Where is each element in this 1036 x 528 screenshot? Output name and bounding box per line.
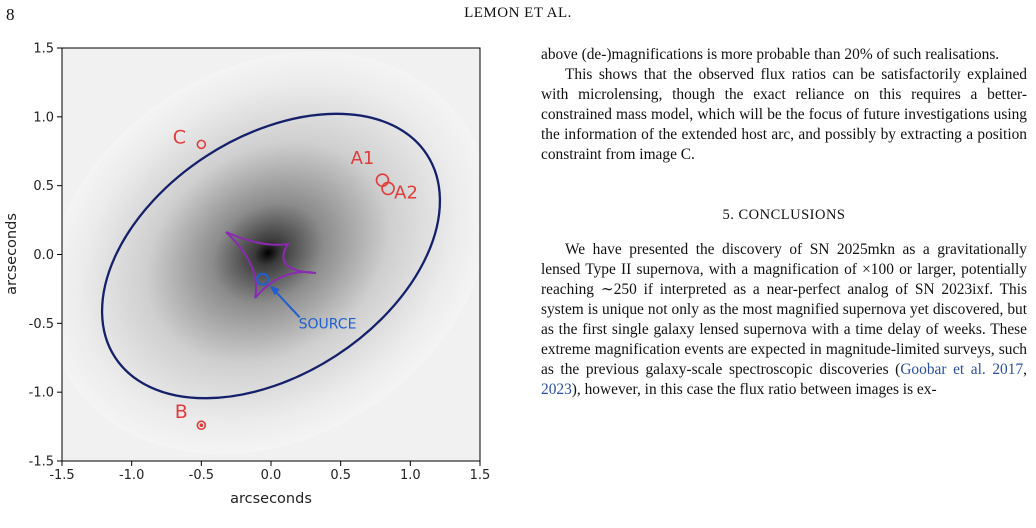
image-marker-b-dot (199, 423, 204, 428)
critical-curve (100, 112, 442, 400)
x-tick-label: 1.0 (400, 468, 421, 483)
caustic (225, 231, 317, 299)
image-marker-b (196, 420, 207, 431)
section-heading-conclusions: 5. CONCLUSIONS (722, 207, 846, 224)
citation-goobar-2017[interactable]: Goobar et al. 2017 (900, 360, 1024, 378)
y-tick-label: -1.5 (29, 455, 54, 470)
source-arrow-head (269, 285, 280, 296)
y-axis-ticks: -1.5 -1.0 -0.5 0.0 0.5 1.0 1.5 (29, 42, 62, 470)
paragraph-continued: above (de-)magnifications is more probab… (541, 46, 1000, 63)
paragraph-microlensing: This shows that the observed flux ratios… (541, 65, 1027, 163)
source-label: SOURCE (299, 316, 357, 332)
y-axis-label: arcseconds (4, 213, 20, 295)
x-tick-label: 0.0 (261, 468, 282, 483)
y-tick-label: -0.5 (29, 317, 54, 332)
x-axis-label: arcseconds (230, 491, 312, 507)
x-tick-label: -1.5 (49, 468, 74, 483)
plot-area (62, 48, 480, 461)
image-label-b: B (175, 401, 188, 423)
y-tick-label: 0.0 (33, 248, 54, 263)
source-marker (256, 272, 270, 286)
x-axis-ticks: -1.5 -1.0 -0.5 0.0 0.5 1.0 1.5 (49, 461, 490, 483)
image-marker-c (196, 139, 207, 150)
x-tick-label: -0.5 (189, 468, 214, 483)
x-tick-label: 1.5 (470, 468, 491, 483)
y-tick-label: -1.0 (29, 386, 54, 401)
running-head: LEMON ET AL. (464, 5, 572, 21)
image-label-a2: A2 (394, 182, 418, 203)
image-label-a1: A1 (351, 148, 375, 169)
x-tick-label: -1.0 (119, 468, 144, 483)
y-tick-label: 0.5 (33, 179, 54, 194)
image-marker-a2 (381, 181, 395, 196)
page-number: 8 (6, 5, 15, 24)
image-label-c: C (173, 126, 186, 148)
citation-goobar-2023[interactable]: 2023 (541, 380, 572, 398)
lens-model-figure: -1.5 -1.0 -0.5 0.0 0.5 1.0 1.5 -1.5 -1.0 -0.5 0.0… (0, 28, 520, 523)
image-markers: A1 A2 B C SOURCE (173, 126, 418, 431)
y-tick-label: 1.0 (33, 110, 54, 125)
x-tick-label: 0.5 (330, 468, 351, 483)
y-tick-label: 1.5 (33, 42, 54, 57)
text-column: above (de-)magnifications is more probab… (541, 45, 1027, 400)
paragraph-conclusions: We have presented the discovery of SN 20… (541, 241, 1027, 398)
lens-light-distribution (62, 51, 480, 455)
